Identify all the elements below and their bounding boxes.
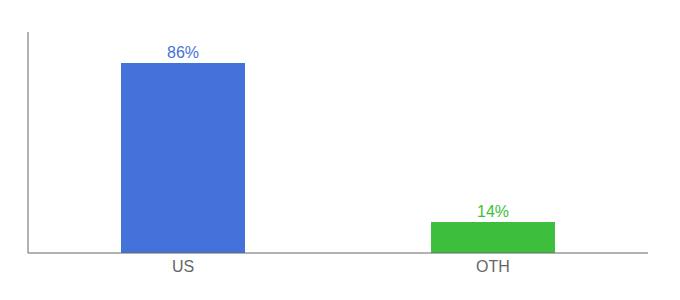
svg-text:US: US [172, 258, 194, 275]
svg-text:OTH: OTH [476, 258, 510, 275]
svg-text:14%: 14% [477, 203, 509, 220]
svg-text:86%: 86% [167, 44, 199, 61]
